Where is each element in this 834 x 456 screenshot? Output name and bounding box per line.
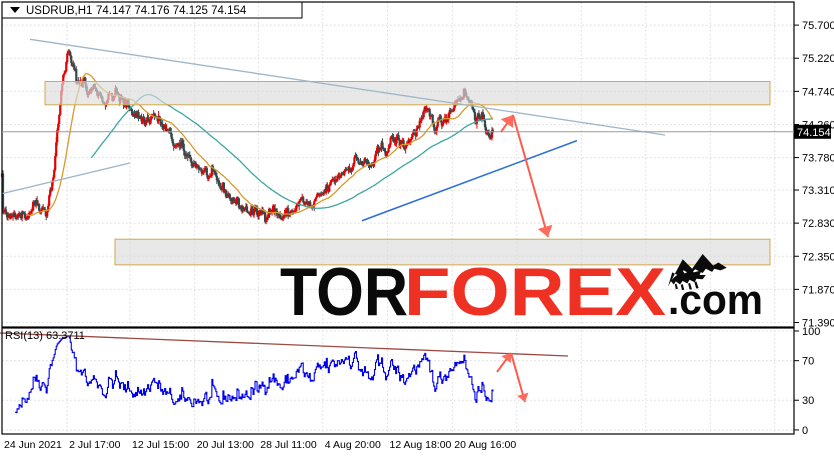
svg-text:73.310: 73.310 [802, 185, 834, 197]
svg-text:TOR: TOR [280, 254, 408, 330]
svg-text:100: 100 [802, 326, 820, 338]
svg-text:FOREX: FOREX [404, 254, 666, 330]
svg-text:74.154: 74.154 [797, 127, 831, 139]
svg-text:73.780: 73.780 [802, 153, 834, 165]
svg-text:0: 0 [802, 425, 808, 437]
svg-text:12 Jul 15:00: 12 Jul 15:00 [132, 439, 189, 451]
svg-text:72.350: 72.350 [802, 251, 834, 263]
svg-text:72.830: 72.830 [802, 218, 834, 230]
svg-text:USDRUB,H1: USDRUB,H1 [26, 5, 92, 17]
svg-text:30: 30 [802, 395, 814, 407]
svg-text:74.740: 74.740 [802, 86, 834, 98]
svg-text:20 Aug 16:00: 20 Aug 16:00 [454, 439, 516, 451]
svg-text:2 Jul 17:00: 2 Jul 17:00 [69, 439, 121, 451]
svg-text:4 Aug 20:00: 4 Aug 20:00 [325, 439, 381, 451]
svg-text:28 Jul 11:00: 28 Jul 11:00 [260, 439, 317, 451]
svg-text:12 Aug 18:00: 12 Aug 18:00 [390, 439, 452, 451]
svg-text:20 Jul 13:00: 20 Jul 13:00 [197, 439, 254, 451]
svg-text:71.870: 71.870 [802, 284, 834, 296]
svg-text:75.700: 75.700 [802, 20, 834, 32]
svg-text:24 Jun 2021: 24 Jun 2021 [4, 439, 62, 451]
svg-text:.com: .com [668, 276, 763, 323]
svg-text:70: 70 [802, 356, 814, 368]
svg-text:RSI(13) 63.3711: RSI(13) 63.3711 [5, 330, 85, 342]
svg-text:75.220: 75.220 [802, 53, 834, 65]
svg-text:74.147 74.176 74.125 74.154: 74.147 74.176 74.125 74.154 [96, 5, 247, 17]
